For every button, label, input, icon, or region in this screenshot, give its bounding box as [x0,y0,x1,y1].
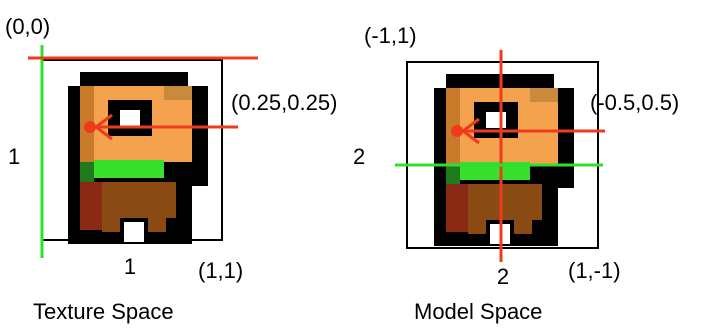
point-label: (0.25,0.25) [231,90,337,115]
bottom-label: 1 [124,254,136,279]
texture-panel: (0,0) 1 1 (1,1) (0.25,0.25) Texture Spac… [5,14,337,324]
bottom-label: 2 [497,264,509,289]
side-label: 2 [353,144,365,169]
corner-top: (0,0) [5,14,50,39]
corner-top: (-1,1) [364,23,417,48]
side-label: 1 [8,144,20,169]
point-label: (-0.5,0.5) [590,90,679,115]
corner-bottom: (1,-1) [568,258,621,283]
panel-title: Model Space [414,299,542,324]
panel-title: Texture Space [33,299,174,324]
point [451,125,463,137]
sprite [434,74,574,246]
sprite [68,72,208,244]
model-panel: (-1,1) 2 2 (1,-1) (-0.5,0.5) Model Space [353,23,679,324]
diagram: (0,0) 1 1 (1,1) (0.25,0.25) Texture Spac… [0,0,723,330]
point [84,121,96,133]
corner-bottom: (1,1) [198,258,243,283]
